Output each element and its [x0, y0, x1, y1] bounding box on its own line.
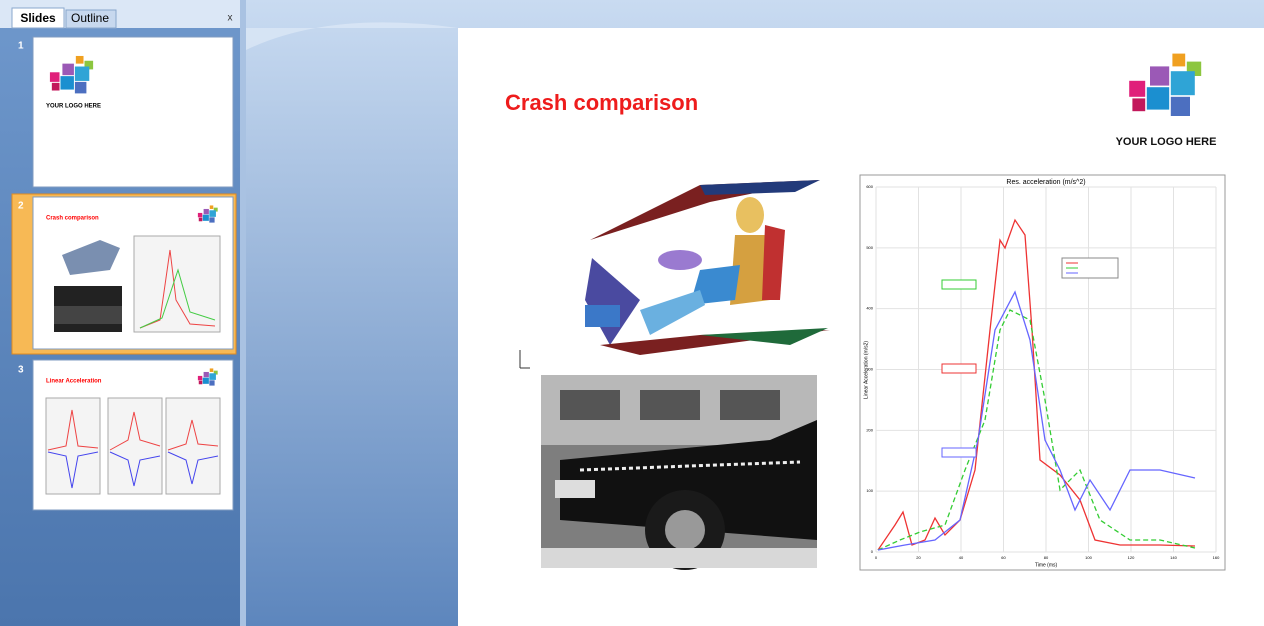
x-tick-label: 140 [1170, 555, 1177, 560]
crash-photo [541, 375, 817, 570]
logo-text: YOUR LOGO HERE [1116, 136, 1217, 148]
y-tick-label: 600 [866, 184, 873, 189]
slide-number: 3 [18, 365, 24, 376]
y-tick-label: 500 [866, 245, 873, 250]
x-tick-label: 120 [1128, 555, 1135, 560]
x-tick-label: 80 [1044, 555, 1049, 560]
chart-image: 6005004003002001000160140120100806040200… [860, 175, 1225, 570]
x-tick-label: 160 [1213, 555, 1220, 560]
slide-number: 2 [18, 201, 24, 212]
y-tick-label: 100 [866, 488, 873, 493]
x-tick-label: 100 [1085, 555, 1092, 560]
slide-title[interactable]: Crash comparison [505, 90, 698, 115]
y-tick-label: 400 [866, 306, 873, 311]
thumbnail[interactable] [33, 37, 233, 187]
x-tick-label: 40 [959, 555, 964, 560]
thumb-charts [46, 398, 220, 494]
splitter[interactable] [240, 0, 246, 626]
thumb-title: Crash comparison [46, 216, 99, 222]
tab-label: Outline [71, 11, 109, 25]
y-tick-label: 200 [866, 427, 873, 432]
close-button[interactable]: x [228, 13, 233, 24]
thumb-logo-text: YOUR LOGO HERE [46, 104, 101, 110]
slide-number: 1 [18, 41, 24, 52]
chart-title: Res. acceleration (m/s^2) [1006, 179, 1085, 186]
x-tick-label: 20 [916, 555, 921, 560]
tab-label: Slides [20, 11, 56, 25]
y-axis-label: Linear Acceleration (m/s2) [863, 341, 869, 399]
x-tick-label: 60 [1001, 555, 1006, 560]
app-window: Slides Outline x 1 YOUR LOGO HERE 2 Cras… [0, 0, 1264, 626]
x-axis-label: Time (ms) [1035, 562, 1058, 568]
thumb-title: Linear Acceleration [46, 379, 102, 385]
